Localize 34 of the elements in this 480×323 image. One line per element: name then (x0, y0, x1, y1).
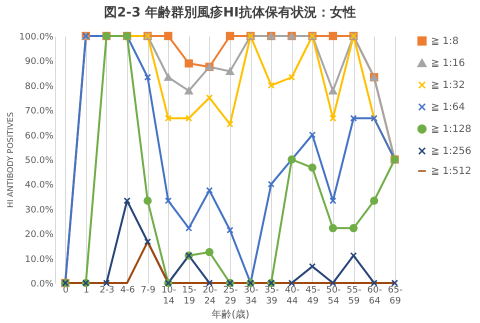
legend-label: ≧ 1:128 (431, 124, 472, 135)
x-tick-label: 7-9 (140, 286, 156, 296)
x-tick-label: 20-24 (202, 286, 218, 306)
x-tick-label: 15-19 (182, 286, 197, 306)
x-tick-label: 60-64 (367, 286, 382, 306)
y-tick-label: 20.0% (24, 230, 54, 240)
legend-label: ≧ 1:256 (431, 146, 472, 157)
x-tick-label: 50-54 (326, 286, 341, 306)
x-tick-label: 45-49 (306, 286, 320, 306)
legend-label: ≧ 1:16 (431, 58, 466, 69)
legend-label: ≧ 1:512 (431, 166, 472, 177)
y-tick-label: 40.0% (24, 180, 54, 191)
y-axis-title: HI ANTIBODY POSITIVES (6, 112, 16, 208)
y-tick-label: 50.0% (24, 156, 54, 166)
x-tick-label: 30-34 (244, 286, 258, 306)
y-tick-label: 0.0% (30, 280, 54, 290)
y-tick-label: 80.0% (24, 82, 54, 92)
x-tick-label: 55-59 (346, 286, 362, 306)
y-tick-label: 30.0% (24, 205, 54, 216)
y-tick-label: 60.0% (24, 131, 54, 142)
x-tick-label: 10-14 (161, 286, 176, 306)
x-tick-label: 4-6 (120, 286, 136, 296)
y-tick-label: 100.0% (19, 32, 54, 42)
y-tick-label: 70.0% (24, 106, 54, 117)
legend-label: ≧ 1:64 (431, 102, 466, 113)
legend-label: ≧ 1:8 (431, 36, 459, 47)
y-tick-label: 10.0% (24, 254, 54, 265)
legend-label: ≧ 1:32 (431, 80, 466, 91)
chart-title: 図2-3 年齢群別風疹HI抗体保有状況：女性 (104, 4, 356, 21)
x-tick-label: 40-44 (284, 286, 300, 306)
y-tick-label: 90.0% (24, 57, 54, 68)
x-axis-title: 年齢(歳) (212, 308, 250, 320)
x-tick-label: 2-3 (100, 286, 114, 296)
x-tick-label: 65-69 (388, 286, 403, 306)
